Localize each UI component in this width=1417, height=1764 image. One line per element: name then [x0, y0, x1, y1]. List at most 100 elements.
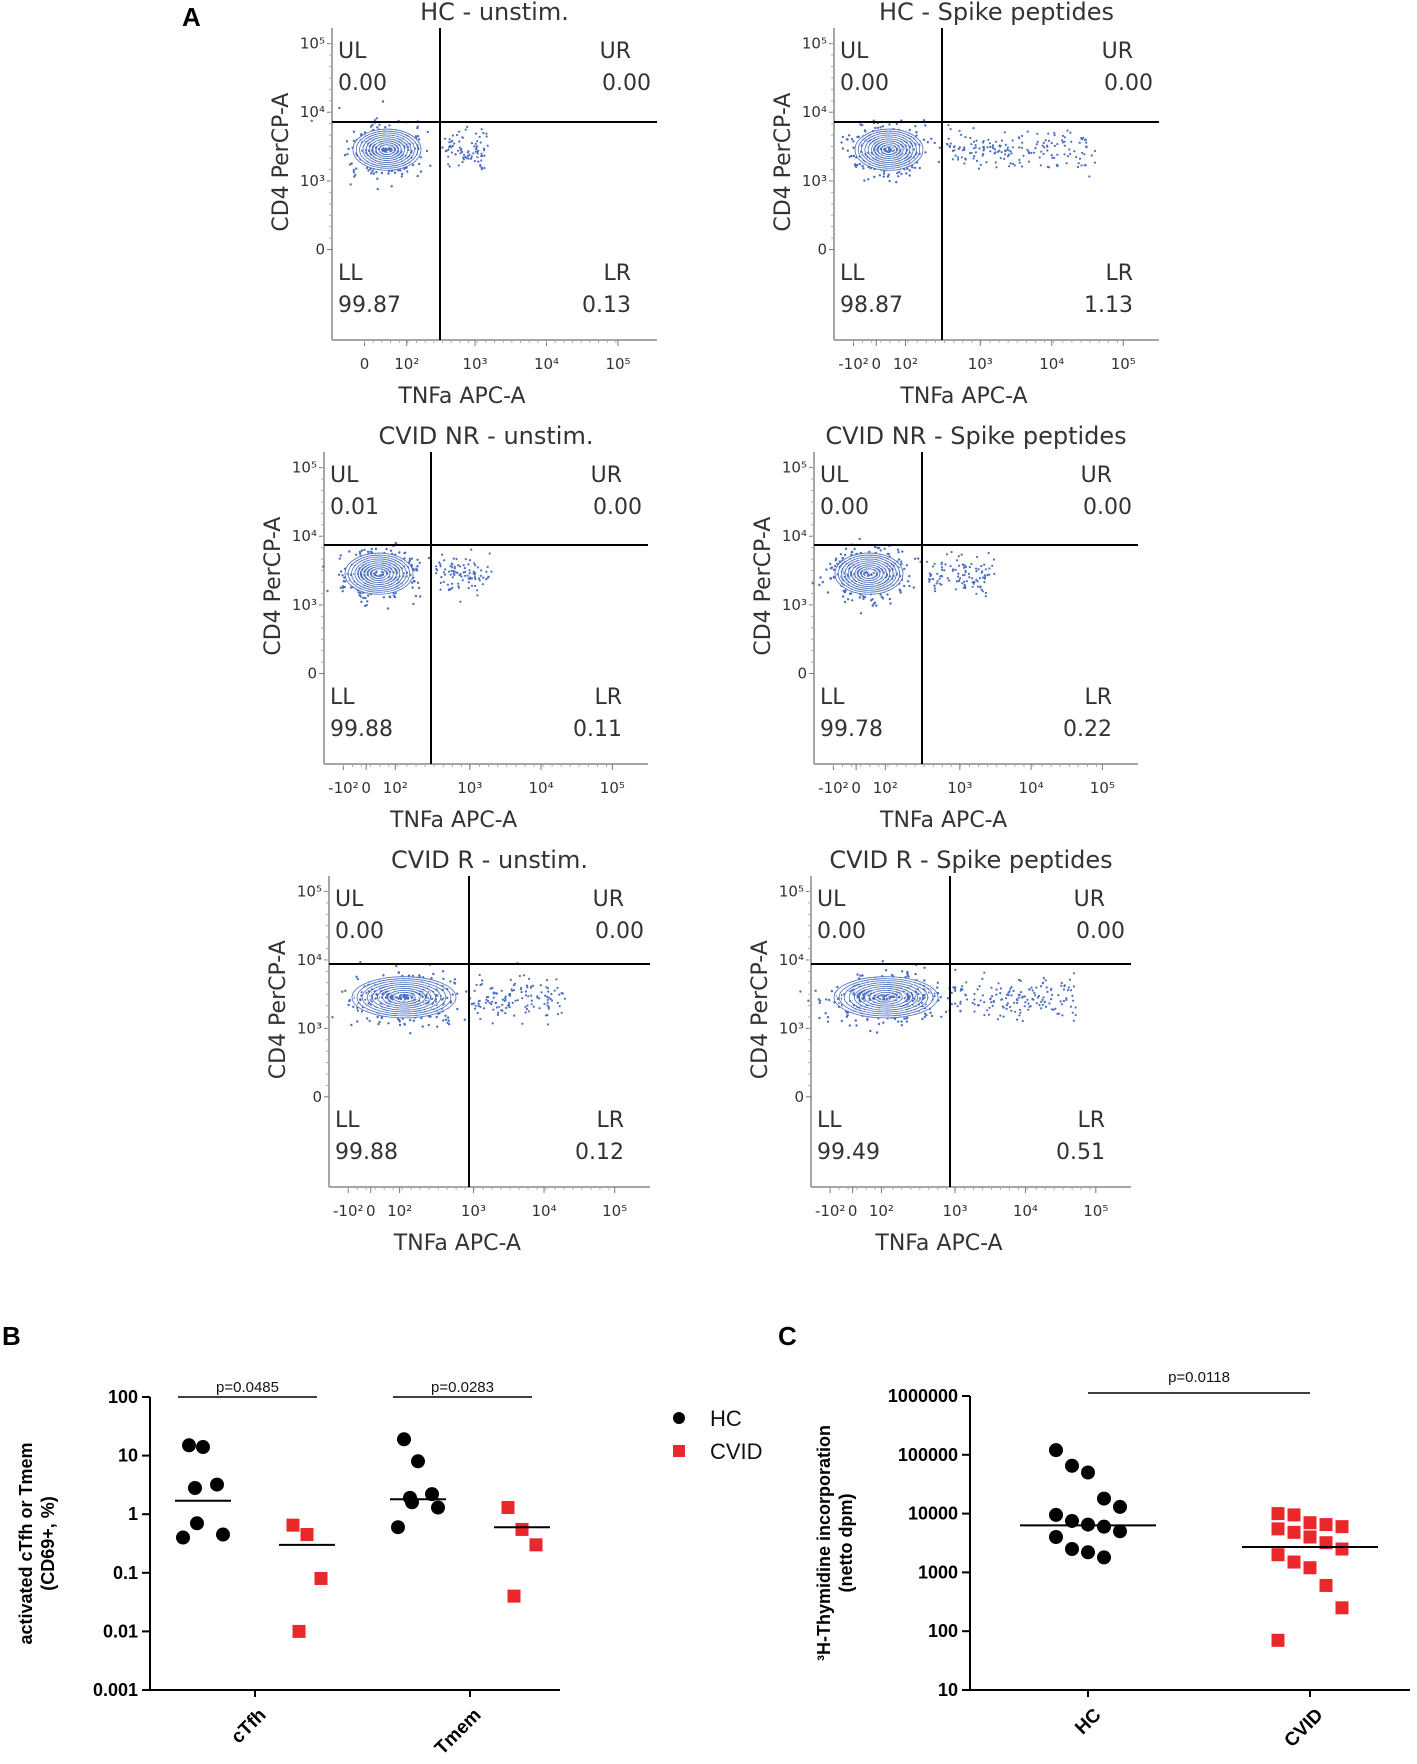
flow-event-dot — [449, 980, 452, 983]
quadrant-ur-value: 0.00 — [593, 495, 642, 520]
flow-event-dot — [900, 1023, 903, 1027]
flow-lr-event-dot — [453, 565, 456, 568]
flow-event-dot — [400, 172, 404, 176]
flow-lr-event-dot — [954, 968, 957, 972]
flow-contour-outline — [869, 989, 903, 1005]
flow-lr-event-dot — [468, 572, 471, 575]
flow-event-dot — [427, 556, 431, 560]
flow-lr-event-dot — [998, 144, 1001, 147]
flow-contour-outline — [356, 978, 452, 1017]
flow-lr-event-dot — [936, 580, 939, 583]
flow-lr-event-dot — [485, 570, 488, 573]
flow-lr-event-dot — [1053, 144, 1056, 147]
flow-event-dot — [343, 153, 347, 157]
flow-event-dot — [904, 1017, 908, 1020]
flow-event-dot — [411, 586, 414, 589]
flow-lr-event-dot — [1011, 146, 1015, 149]
flow-lr-event-dot — [483, 154, 486, 157]
flow-lr-event-dot — [558, 1005, 561, 1008]
flow-lr-event-dot — [468, 153, 471, 156]
flow-event-dot — [900, 1020, 903, 1023]
flow-lr-event-dot — [1019, 1008, 1022, 1012]
b-y-tick-label: 0.001 — [93, 1680, 138, 1700]
flow-lr-event-dot — [1069, 152, 1072, 155]
flow-lr-event-dot — [526, 984, 529, 987]
flow-event-dot — [406, 997, 410, 1000]
flow-lr-event-dot — [961, 574, 965, 577]
flow-event-dot — [472, 1002, 476, 1005]
flow-lr-event-dot — [485, 996, 489, 999]
flow-lr-event-dot — [971, 577, 974, 580]
flow-event-dot — [420, 1017, 423, 1020]
flow-event-dot — [481, 979, 484, 982]
flow-lr-event-dot — [505, 1006, 508, 1010]
flow-event-dot — [908, 575, 911, 578]
flow-event-dot — [856, 163, 859, 167]
b-hc-point — [425, 1487, 439, 1502]
flow-event-dot — [395, 996, 398, 999]
flow-lr-event-dot — [938, 582, 941, 585]
c-category-label: CVID — [1281, 1705, 1328, 1752]
c-hc-point — [1065, 1542, 1079, 1557]
b-hc-point — [431, 1500, 445, 1515]
flow-lr-event-dot — [461, 579, 464, 582]
b-y-tick-label: 100 — [108, 1387, 138, 1407]
flow-event-dot — [392, 594, 396, 597]
flow-lr-event-dot — [961, 149, 965, 152]
flow-contour-ring — [352, 557, 407, 590]
flow-contour-ring — [858, 131, 920, 168]
flow-event-dot — [358, 550, 362, 554]
flow-event-dot — [337, 573, 341, 576]
flow-lr-event-dot — [1093, 149, 1097, 153]
flow-event-dot — [924, 151, 927, 154]
flow-lr-event-dot — [447, 570, 451, 573]
flow-lr-event-dot — [488, 552, 491, 555]
flow-contour-outline — [364, 564, 394, 583]
flow-event-dot — [339, 570, 343, 573]
flow-contour-outline — [843, 980, 929, 1015]
flow-event-dot — [885, 994, 888, 997]
flow-lr-event-dot — [1010, 1009, 1013, 1012]
flow-lr-event-dot — [496, 1013, 500, 1017]
flow-lr-event-dot — [999, 157, 1002, 160]
flow-lr-event-dot — [560, 1011, 563, 1014]
quadrant-lr-name: LR — [594, 685, 622, 710]
flow-lr-event-dot — [475, 145, 478, 148]
flow-contour-ring — [353, 129, 421, 170]
flow-lr-event-dot — [508, 1003, 511, 1007]
flow-event-dot — [854, 164, 857, 167]
flow-event-dot — [382, 596, 386, 599]
flow-lr-event-dot — [477, 149, 480, 152]
flow-x-tick-label: 10² — [869, 1202, 894, 1220]
flow-event-dot — [901, 550, 904, 553]
flow-event-dot — [863, 179, 866, 182]
flow-contour-outline — [378, 144, 395, 155]
b-y-tick-label: 1 — [128, 1504, 138, 1524]
flow-lr-event-dot — [985, 161, 988, 164]
flow-lr-event-dot — [1007, 149, 1010, 152]
flow-event-dot — [418, 561, 421, 564]
flow-lr-event-dot — [963, 162, 966, 165]
flow-event-dot — [378, 123, 381, 127]
flow-contour-ring — [834, 977, 938, 1018]
flow-lr-event-dot — [474, 1004, 477, 1007]
flow-lr-event-dot — [450, 569, 453, 573]
flow-lr-event-dot — [556, 986, 559, 990]
flow-event-dot — [409, 1032, 412, 1035]
flow-lr-event-dot — [1063, 153, 1066, 156]
flow-lr-event-dot — [1044, 139, 1047, 142]
flow-event-dot — [440, 998, 444, 1001]
flow-lr-event-dot — [513, 989, 516, 992]
flow-lr-event-dot — [476, 140, 479, 143]
flow-lr-event-dot — [461, 161, 464, 164]
flow-event-dot — [882, 175, 885, 178]
flow-lr-event-dot — [970, 143, 973, 146]
flow-event-dot — [841, 135, 845, 139]
flow-event-dot — [378, 1020, 381, 1024]
flow-lr-event-dot — [459, 600, 462, 603]
flow-lr-event-dot — [477, 577, 481, 580]
flow-event-dot — [848, 592, 852, 595]
flow-event-dot — [375, 170, 378, 174]
c-hc-point — [1113, 1499, 1127, 1514]
